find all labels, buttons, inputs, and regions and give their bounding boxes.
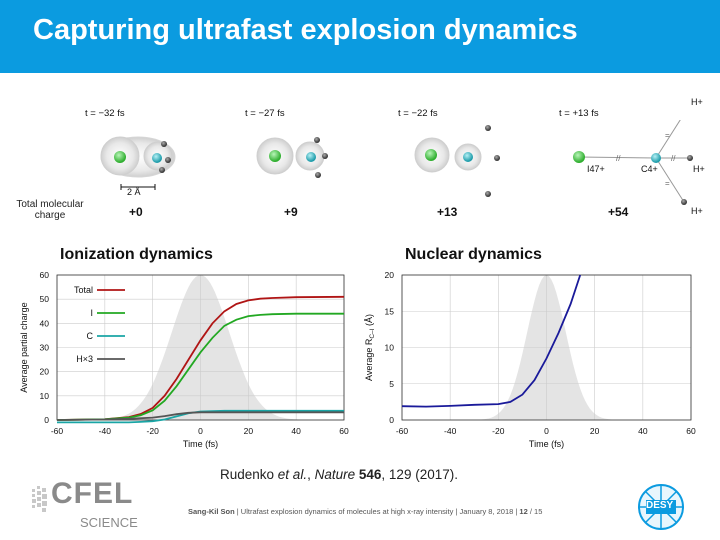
y-tick-label: 10 [385, 343, 395, 353]
y-tick-label: 0 [44, 415, 49, 425]
x-tick-label: -20 [147, 426, 160, 436]
legend-label: I [90, 308, 93, 318]
y-tick-label: 0 [389, 415, 394, 425]
iodine-ion-label: I47+ [587, 164, 605, 174]
series-line-3 [56, 411, 344, 421]
svg-text:=: = [665, 179, 670, 188]
desy-logo-text: DESY [646, 500, 674, 511]
y-tick-label: 20 [40, 367, 50, 377]
y-tick-label: 15 [385, 306, 395, 316]
y-tick-label: 50 [40, 294, 50, 304]
y-tick-label: 40 [40, 318, 50, 328]
series-line-0 [56, 295, 345, 421]
svg-text:=: = [665, 131, 670, 140]
x-tick-label: 0 [198, 426, 203, 436]
nuclear-chart-title: Nuclear dynamics [405, 246, 542, 263]
hydrogen-ion-label-bottom: H+ [691, 206, 703, 216]
citation-volume: 546 [358, 467, 382, 482]
footer-author: Sang-Kil Son [188, 507, 235, 516]
y-tick-label: 30 [40, 343, 50, 353]
x-tick-label: -40 [444, 426, 457, 436]
plot-frame [401, 274, 692, 421]
time-label-3: t = −22 fs [398, 108, 438, 119]
x-tick-label: -40 [99, 426, 112, 436]
citation: Rudenko et al., Nature 546, 129 (2017). [220, 467, 458, 482]
molecule-t2 [256, 137, 328, 178]
legend-label: C [87, 331, 94, 341]
footer-total: / 15 [529, 507, 543, 516]
y-axis-label: Average RC–I (Å) [364, 314, 376, 381]
series-line-0 [401, 274, 582, 408]
charge-value-4: +54 [608, 205, 629, 219]
x-tick-label: 0 [544, 426, 549, 436]
x-tick-label: -20 [492, 426, 505, 436]
footer-text: | Ultrafast explosion dynamics of molecu… [236, 507, 518, 516]
charge-value-1: +0 [129, 205, 143, 219]
legend-label: Total [74, 285, 93, 295]
time-label-4: t = +13 fs [559, 108, 599, 119]
y-axis-label: Average partial charge [19, 302, 29, 392]
x-axis-label: Time (fs) [529, 439, 564, 449]
scale-bar-label: 2 Å [127, 187, 141, 197]
hydrogen-ion-label-right: H+ [693, 164, 705, 174]
series-line-1 [56, 312, 344, 421]
nuclear-chart: -60 -40 -20 0 20 40 60 0 5 10 15 20 Time (fs) Average… [364, 270, 696, 449]
charge-row-label: Total molecular charge [10, 199, 90, 221]
charge-label-line2: charge [34, 210, 66, 221]
x-tick-label: -60 [51, 426, 64, 436]
x-tick-label: 20 [244, 426, 254, 436]
molecule-t1 [100, 136, 176, 190]
slide-title: Capturing ultrafast explosion dynamics [33, 14, 578, 46]
citation-etal: et al. [277, 467, 308, 482]
y-tick-label: 60 [40, 270, 50, 280]
x-axis-label: Time (fs) [183, 439, 218, 449]
cfel-logo-subtext: SCIENCE [80, 515, 138, 530]
citation-journal: Nature [314, 467, 356, 482]
cfel-logo [32, 486, 47, 512]
x-tick-label: 40 [291, 426, 301, 436]
time-label-2: t = −27 fs [245, 108, 285, 119]
molecule-t4: // // = = [573, 120, 693, 205]
charge-value-3: +13 [437, 205, 458, 219]
x-tick-label: 40 [638, 426, 648, 436]
y-tick-label: 10 [40, 391, 50, 401]
x-tick-label: -60 [396, 426, 409, 436]
hydrogen-ion-label-top: H+ [691, 97, 703, 107]
footer-page: 12 [519, 507, 528, 516]
footer: Sang-Kil Son | Ultrafast explosion dynam… [188, 507, 542, 516]
citation-sep: , [307, 467, 315, 482]
legend-label: H×3 [76, 354, 93, 364]
x-tick-label: 60 [339, 426, 349, 436]
desy-logo [638, 484, 684, 530]
plot-frame [56, 274, 345, 421]
charge-label-line1: Total molecular [16, 199, 84, 210]
series-line-2 [57, 409, 344, 424]
ionization-chart: -60 -40 -20 0 20 40 60 0 10 20 30 40 50 60 Time (fs) Av… [19, 270, 349, 449]
citation-authors: Rudenko [220, 467, 278, 482]
y-tick-label: 5 [389, 379, 394, 389]
y-tick-label: 20 [385, 270, 395, 280]
molecule-illustration: // // = = [100, 120, 693, 205]
x-tick-label: 60 [686, 426, 696, 436]
svg-text://: // [616, 154, 621, 163]
carbon-ion-label: C4+ [641, 164, 658, 174]
title-bar [0, 0, 720, 73]
cfel-logo-text: CFEL [51, 477, 134, 510]
svg-text://: // [671, 154, 676, 163]
ionization-chart-title: Ionization dynamics [60, 246, 213, 263]
charge-value-2: +9 [284, 205, 298, 219]
x-tick-label: 20 [590, 426, 600, 436]
molecule-t3 [414, 125, 500, 197]
citation-rest: , 129 (2017). [381, 467, 458, 482]
time-label-1: t = −32 fs [85, 108, 125, 119]
